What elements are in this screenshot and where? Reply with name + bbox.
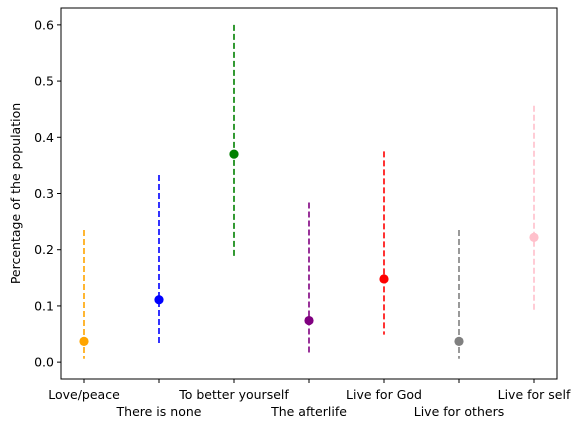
data-point	[154, 295, 164, 305]
y-tick-label: 0.4	[34, 130, 54, 145]
data-point-group	[379, 151, 389, 335]
y-axis: 0.0 0.1 0.2 0.3 0.4 0.5 0.6	[34, 17, 61, 370]
y-tick-label: 0.3	[34, 186, 54, 201]
data-point-group	[229, 24, 239, 258]
data-point	[229, 149, 239, 159]
x-tick-label: To better yourself	[178, 387, 289, 402]
x-tick-label: Live for others	[414, 404, 504, 419]
data-point	[304, 315, 314, 326]
chart-marks	[79, 24, 539, 359]
data-point	[79, 336, 89, 346]
y-tick-label: 0.5	[34, 74, 54, 89]
x-tick-label: The afterlife	[270, 404, 347, 419]
x-tick-label: Live for self	[498, 387, 571, 402]
data-point	[379, 274, 389, 284]
data-point	[454, 336, 464, 346]
data-point-group	[304, 202, 314, 353]
x-tick-label: Love/peace	[48, 387, 120, 402]
data-point-group	[454, 230, 464, 359]
x-axis: Love/peace There is none To better yoursel…	[48, 379, 571, 419]
x-tick-label: There is none	[116, 404, 202, 419]
x-tick-label: Live for God	[346, 387, 422, 402]
plot-frame	[60, 7, 558, 380]
y-tick-label: 0.1	[34, 298, 54, 313]
data-point-group	[529, 105, 539, 313]
y-tick-label: 0.6	[34, 17, 54, 32]
y-tick-label: 0.0	[34, 355, 54, 370]
y-axis-label: Percentage of the population	[8, 103, 23, 284]
data-point	[529, 232, 539, 242]
data-point-group	[154, 174, 164, 345]
y-tick-label: 0.2	[34, 242, 54, 257]
data-point-group	[79, 230, 89, 359]
